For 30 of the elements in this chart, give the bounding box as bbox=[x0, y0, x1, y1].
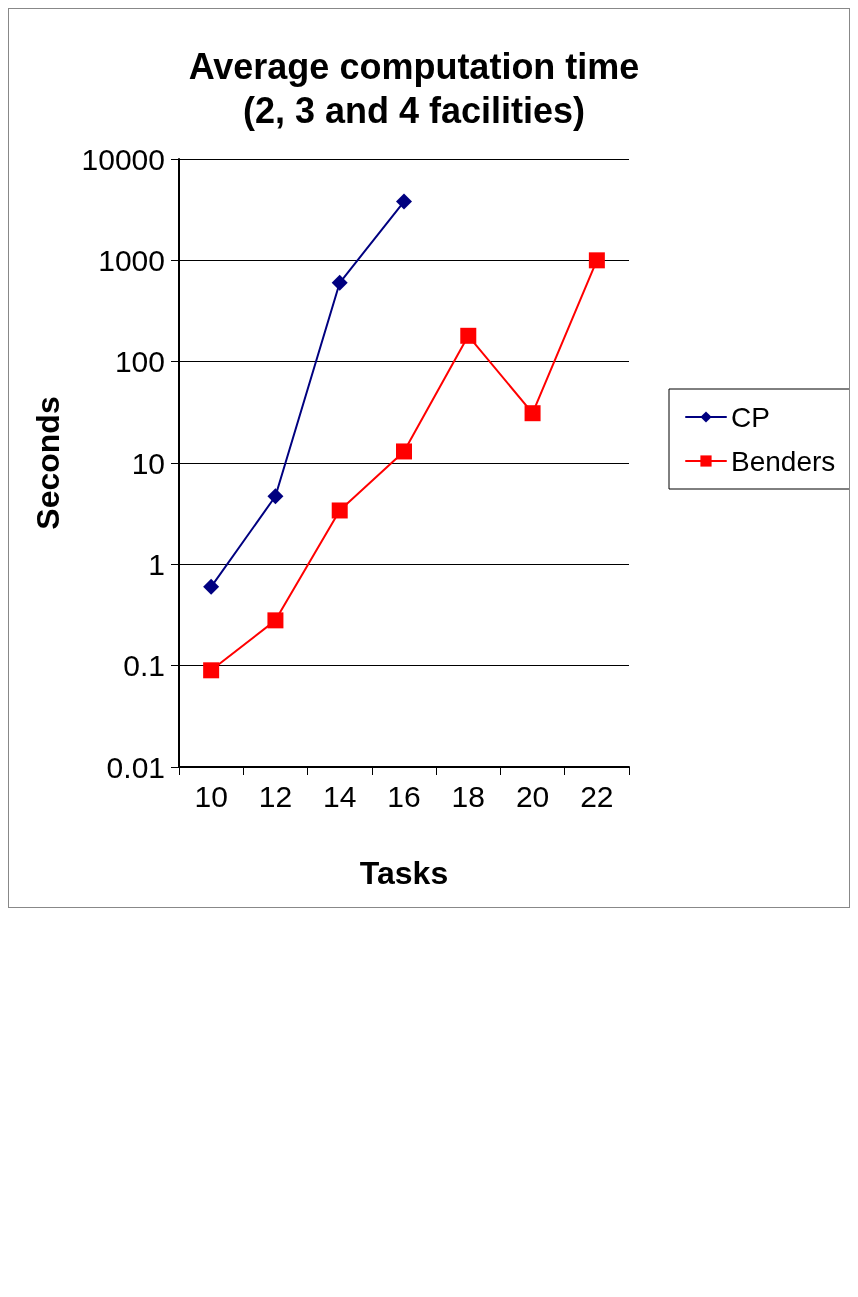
point bbox=[588, 252, 605, 269]
point bbox=[267, 488, 284, 505]
y-axis-title: Seconds bbox=[30, 396, 66, 530]
chart-title: Average computation time (2, 3 and 4 facilities) bbox=[188, 45, 640, 131]
x-tick-label: 10 bbox=[194, 779, 228, 813]
y-tick-label: 10 bbox=[131, 446, 165, 480]
y-tick-label: 100 bbox=[114, 345, 165, 379]
x-axis-title: Tasks bbox=[359, 855, 449, 891]
legend-label: Benders bbox=[731, 445, 836, 477]
legend-label: CP bbox=[731, 401, 770, 433]
x-tick-label: 22 bbox=[580, 779, 614, 813]
y-tick-label: 1 bbox=[148, 547, 165, 581]
point bbox=[203, 662, 220, 679]
x-tick-label: 14 bbox=[323, 779, 357, 813]
point bbox=[331, 274, 348, 291]
point bbox=[203, 578, 220, 595]
y-tick-label: 10000 bbox=[81, 142, 165, 176]
x-tick-label: 20 bbox=[515, 779, 550, 813]
point bbox=[396, 193, 412, 210]
point bbox=[396, 443, 412, 460]
point bbox=[331, 502, 348, 519]
point bbox=[460, 327, 477, 344]
x-tick-label: 16 bbox=[387, 779, 421, 813]
y-tick-label: 0.1 bbox=[123, 649, 165, 683]
y-tick-label: 0.01 bbox=[106, 750, 165, 784]
x-tick-label: 18 bbox=[451, 779, 485, 813]
point bbox=[524, 405, 541, 422]
x-tick-label: 12 bbox=[258, 779, 293, 813]
point bbox=[267, 612, 284, 629]
y-tick-label: 1000 bbox=[98, 243, 165, 277]
